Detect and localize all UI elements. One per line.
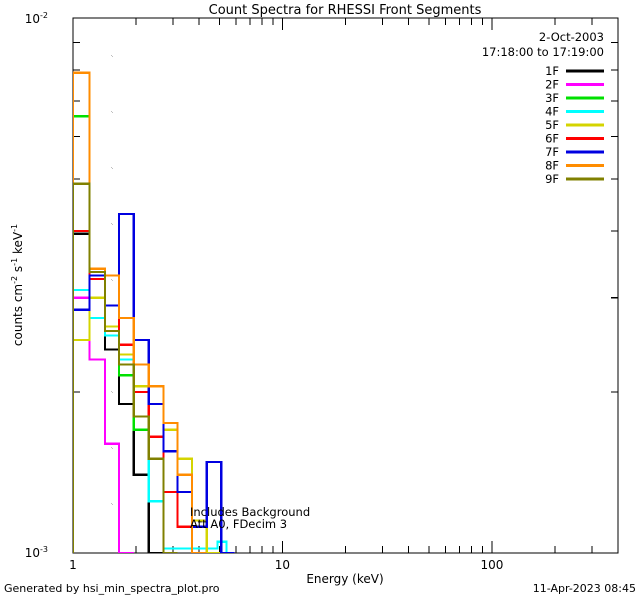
- legend-label-5f: 5F: [545, 118, 559, 132]
- y-tick-label-bottom: 10-3: [25, 545, 48, 560]
- series-line-7f: [73, 212, 235, 553]
- series-line-9f: [73, 182, 178, 553]
- y-tick-label-top: 10-2: [25, 11, 48, 26]
- page-title: Count Spectra for RHESSI Front Segments: [209, 3, 482, 18]
- x-tick-label: 10: [275, 558, 290, 572]
- legend-label-2f: 2F: [545, 78, 559, 92]
- y-tick-labels: 10-2 10-3: [25, 11, 48, 560]
- series-line-2f: [73, 296, 134, 553]
- legend-label-8f: 8F: [545, 159, 559, 173]
- y-axis-label: counts cm-2 s-1 keV-1: [10, 224, 25, 346]
- footer-generator: Generated by hsi_min_spectra_plot.pro: [4, 582, 220, 595]
- observation-date: 2-Oct-2003: [539, 30, 604, 44]
- legend-label-1f: 1F: [545, 64, 559, 78]
- data-series-group: [73, 71, 235, 553]
- observation-time-range: 17:18:00 to 17:19:00: [482, 45, 604, 59]
- legend-label-7f: 7F: [545, 145, 559, 159]
- x-tick-label: 100: [480, 558, 503, 572]
- legend-label-9f: 9F: [545, 172, 559, 186]
- plot-annotations: Includes Background Att A0, FDecim 3: [190, 505, 310, 531]
- x-tick-label: 1: [69, 558, 77, 572]
- hatched-cutoff-region: [73, 18, 162, 553]
- x-axis-label: Energy (keV): [306, 572, 383, 586]
- legend-label-4f: 4F: [545, 105, 559, 119]
- x-tick-labels: 1 10 100: [69, 558, 503, 572]
- annotation-includes-background: Includes Background: [190, 505, 310, 519]
- footer-timestamp: 11-Apr-2023 08:45: [533, 582, 636, 595]
- annotation-attenuator: Att A0, FDecim 3: [190, 517, 287, 531]
- legend-label-3f: 3F: [545, 91, 559, 105]
- legend-label-6f: 6F: [545, 132, 559, 146]
